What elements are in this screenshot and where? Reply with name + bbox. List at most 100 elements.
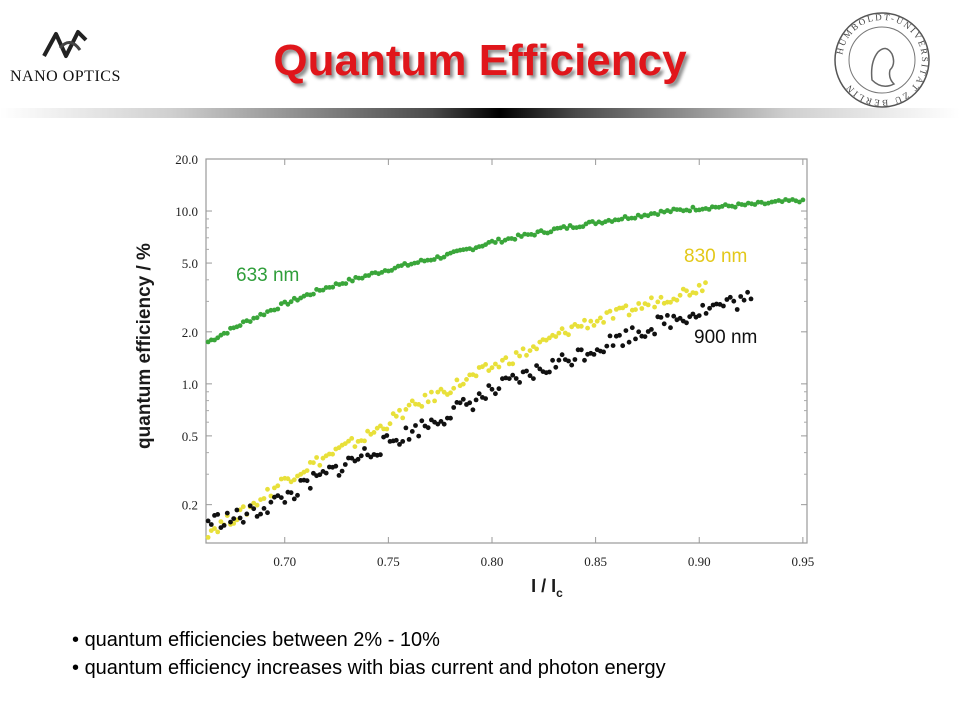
- data-point: [393, 437, 399, 443]
- data-point: [696, 313, 702, 318]
- data-point: [403, 425, 409, 431]
- data-point: [448, 415, 453, 421]
- data-point: [727, 294, 733, 300]
- bullet-text-2: quantum efficiency increases with bias c…: [84, 657, 666, 679]
- data-point: [607, 333, 613, 339]
- data-point: [451, 385, 457, 391]
- data-point: [317, 472, 323, 478]
- data-point: [429, 389, 434, 395]
- data-point: [626, 312, 632, 318]
- data-point: [205, 535, 211, 540]
- data-point: [506, 376, 512, 381]
- data-point: [323, 470, 329, 476]
- data-point: [721, 303, 726, 309]
- series-layer: [205, 197, 806, 540]
- y-tick-label: 0.2: [182, 498, 198, 513]
- data-point: [409, 429, 415, 434]
- data-point: [703, 280, 708, 286]
- data-point: [619, 216, 625, 222]
- data-point: [687, 292, 693, 298]
- data-point: [748, 296, 754, 302]
- university-seal-icon: HUMBOLDT-UNIVERSITÄT ZU BERLIN: [834, 12, 930, 108]
- y-axis-label: quantum efficiency / %: [134, 243, 155, 449]
- data-point: [359, 275, 365, 281]
- data-point: [700, 302, 706, 308]
- data-point: [215, 512, 221, 517]
- data-point: [275, 483, 281, 489]
- data-point: [547, 369, 552, 375]
- logo-text: NANO OPTICS: [10, 68, 121, 85]
- data-point: [550, 357, 555, 363]
- data-point: [415, 260, 421, 265]
- data-point: [639, 306, 645, 311]
- data-point: [674, 297, 680, 303]
- data-point: [231, 516, 237, 521]
- data-point: [221, 523, 227, 528]
- data-point: [519, 234, 524, 239]
- plot-frame: [205, 158, 808, 544]
- data-point: [580, 224, 586, 230]
- data-point: [311, 460, 316, 466]
- data-point: [620, 343, 626, 349]
- data-point: [800, 197, 806, 203]
- data-point: [745, 289, 750, 295]
- data-point: [591, 352, 597, 357]
- data-point: [534, 363, 539, 368]
- data-point: [636, 329, 642, 335]
- data-point: [425, 257, 430, 263]
- data-point: [355, 456, 361, 462]
- data-point: [473, 397, 479, 403]
- data-point: [454, 377, 460, 383]
- data-point: [513, 376, 519, 381]
- series-830-nm: [205, 280, 708, 540]
- data-point: [349, 436, 355, 441]
- data-point: [247, 503, 253, 509]
- data-point: [425, 399, 431, 405]
- data-point: [548, 229, 554, 235]
- data-point: [378, 452, 383, 458]
- data-point: [406, 437, 412, 442]
- data-point: [393, 413, 399, 419]
- data-point: [547, 335, 552, 341]
- data-point: [649, 295, 654, 301]
- data-point: [254, 502, 260, 508]
- data-point: [304, 468, 310, 473]
- data-point: [285, 301, 291, 307]
- data-point: [435, 421, 441, 427]
- data-point: [240, 519, 246, 525]
- data-point: [687, 314, 693, 320]
- data-point: [527, 373, 533, 379]
- data-point: [503, 355, 509, 361]
- y-tick-label: 5.0: [182, 256, 198, 271]
- data-point: [534, 346, 539, 352]
- data-point: [532, 232, 537, 238]
- data-point: [254, 315, 260, 321]
- data-point: [251, 506, 257, 512]
- data-point: [330, 451, 335, 457]
- data-point: [642, 334, 648, 339]
- data-point: [358, 453, 364, 459]
- data-point: [517, 380, 522, 385]
- bullet-item: • quantum efficiencies between 2% - 10%: [72, 629, 440, 651]
- x-axis-label-main: I / I: [531, 576, 556, 596]
- data-point: [261, 506, 267, 511]
- data-point: [483, 362, 488, 367]
- data-point: [665, 313, 670, 318]
- data-point: [510, 372, 516, 378]
- data-point: [738, 294, 744, 299]
- data-point: [422, 392, 428, 398]
- data-point: [531, 376, 536, 381]
- series-633-nm: [205, 197, 806, 345]
- data-point: [741, 297, 747, 303]
- data-point: [734, 307, 740, 312]
- data-point: [524, 368, 529, 374]
- data-point: [513, 350, 519, 355]
- data-point: [460, 381, 466, 387]
- data-point: [629, 325, 635, 331]
- data-point: [460, 396, 466, 402]
- y-tick-label: 2.0: [182, 325, 198, 340]
- data-point: [350, 278, 355, 284]
- data-point: [237, 323, 243, 328]
- data-point: [336, 473, 342, 478]
- data-point: [496, 364, 502, 370]
